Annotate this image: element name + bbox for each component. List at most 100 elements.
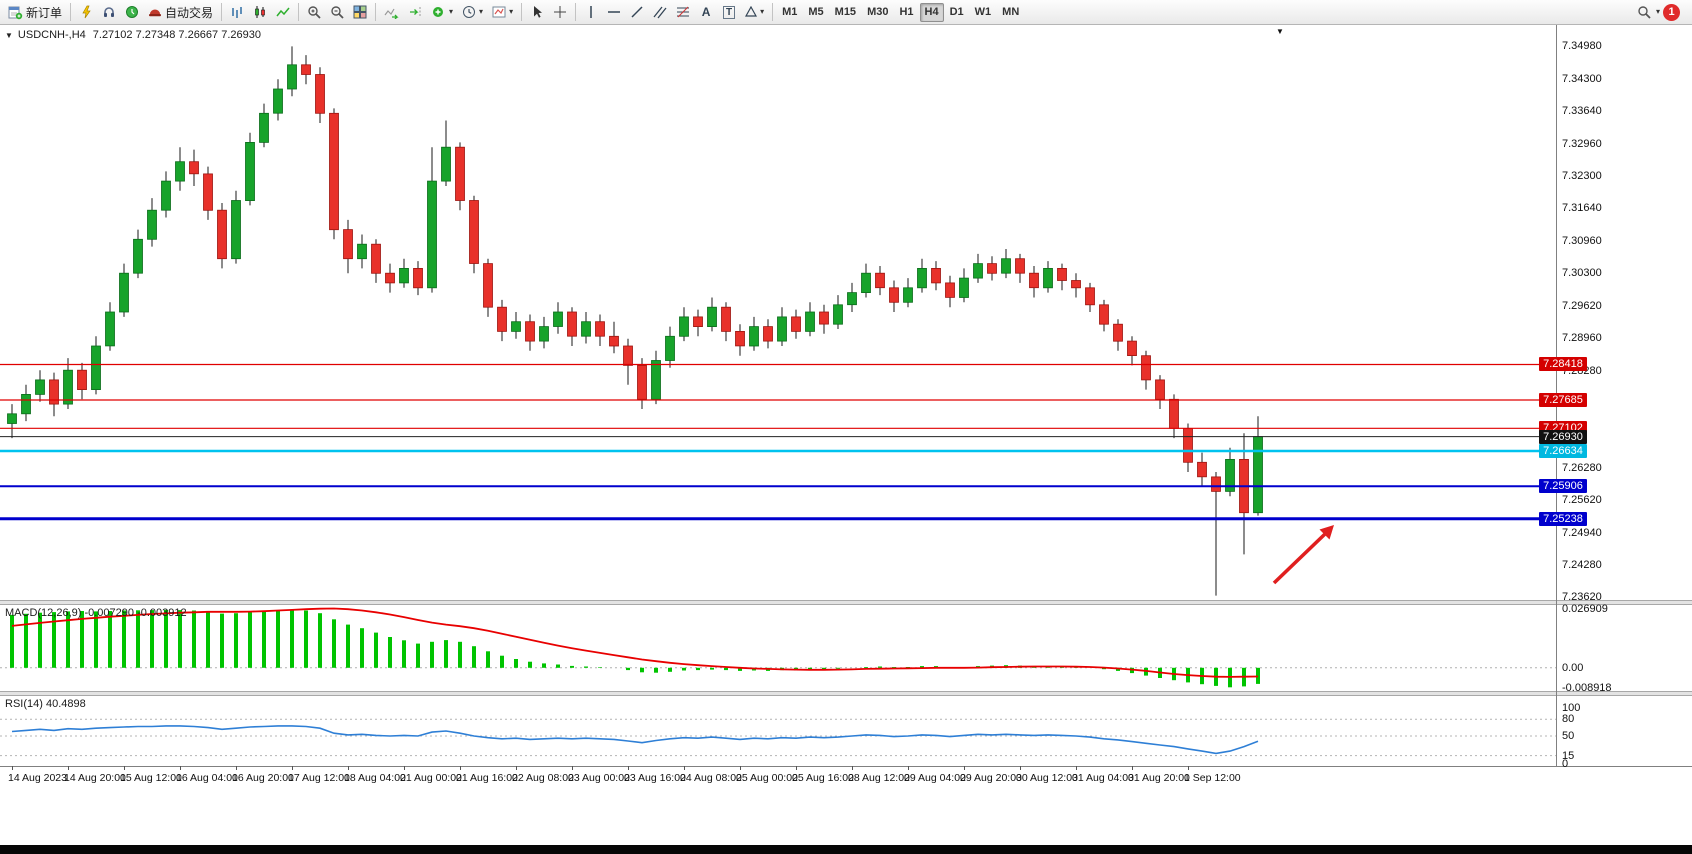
text-a-icon: A	[701, 5, 711, 19]
timeframe-button-h4[interactable]: H4	[919, 2, 944, 22]
price-axis-label: 7.24940	[1562, 527, 1602, 540]
support-button[interactable]	[98, 2, 120, 23]
line-chart-button[interactable]	[272, 2, 294, 23]
price-chart-pane[interactable]	[0, 26, 1556, 600]
panel-splitter[interactable]	[0, 600, 1692, 605]
trend-arrow-annotation	[1272, 525, 1334, 585]
bottom-bar	[0, 845, 1692, 854]
timeframe-button-m30[interactable]: M30	[862, 3, 893, 22]
headset-icon	[104, 7, 115, 17]
price-axis-border	[1556, 25, 1557, 792]
new-order-button[interactable]: 新订单	[4, 2, 66, 23]
chart-shift-marker-icon[interactable]: ▼	[1276, 27, 1284, 36]
time-axis[interactable]	[0, 766, 1692, 792]
arrows-tool[interactable]: ▾	[741, 2, 768, 23]
zoom-out-icon	[331, 6, 344, 19]
candlestick-icon	[255, 6, 265, 18]
zoom-in-button[interactable]	[303, 2, 325, 23]
text-label-tool[interactable]: T	[718, 2, 740, 23]
text-label-icon: T	[723, 5, 736, 19]
timeframe-button-m15[interactable]: M15	[830, 3, 861, 22]
timeframe-button-d1[interactable]: D1	[945, 3, 969, 22]
crosshair-button[interactable]	[549, 2, 571, 23]
lightning-icon	[81, 5, 91, 19]
chart-shift-button[interactable]	[404, 2, 427, 23]
template-chart-icon	[492, 6, 506, 18]
price-axis-label: 7.30300	[1562, 267, 1602, 280]
price-axis-label: 7.28280	[1562, 365, 1602, 378]
macd-axis-label: 0.00	[1562, 661, 1584, 674]
chart-area: ▼ USDCNH-,H4 7.27102 7.27348 7.26667 7.269…	[0, 25, 1692, 854]
price-axis-label: 7.34980	[1562, 40, 1602, 53]
candlestick-chart-button[interactable]	[249, 2, 271, 23]
price-axis-label: 7.28960	[1562, 332, 1602, 345]
zoom-in-icon	[308, 6, 321, 19]
toolbar-separator	[521, 3, 523, 21]
search-button[interactable]	[1633, 2, 1655, 23]
notification-badge[interactable]: 1	[1663, 3, 1680, 21]
price-axis-label: 7.32300	[1562, 170, 1602, 183]
price-axis-label: 7.30960	[1562, 235, 1602, 248]
search-icon	[1638, 6, 1651, 19]
timeframe-button-w1[interactable]: W1	[970, 3, 997, 22]
timeframe-group: M1 M5 M15 M30 H1 H4 D1 W1 MN	[777, 2, 1024, 22]
timeframe-button-m1[interactable]: M1	[777, 3, 802, 22]
autotrading-button[interactable]: 自动交易	[144, 2, 217, 23]
price-axis-label: 7.26280	[1562, 462, 1602, 475]
horizontal-line-icon	[608, 11, 621, 13]
channel-tool[interactable]	[649, 2, 671, 23]
rsi-axis-label: 80	[1562, 713, 1575, 726]
green-clock-icon	[126, 6, 139, 18]
trendline-icon	[631, 6, 643, 18]
rsi-label: RSI(14) 40.4898	[5, 698, 86, 710]
periods-button[interactable]: ▾	[458, 2, 487, 23]
horizontal-line-tool[interactable]	[603, 2, 625, 23]
fibonacci-tool[interactable]	[672, 2, 694, 23]
toolbar-separator	[772, 3, 774, 21]
toolbar-separator	[575, 3, 577, 21]
price-axis-label: 7.25620	[1562, 494, 1602, 507]
price-axis-label: 7.34300	[1562, 73, 1602, 86]
price-axis-label: 7.33640	[1562, 105, 1602, 118]
macd-pane[interactable]	[0, 605, 1556, 691]
trendline-tool[interactable]	[626, 2, 648, 23]
chevron-down-icon: ▾	[509, 7, 514, 16]
line-chart-icon	[276, 7, 290, 17]
indicators-button[interactable]: ▾	[428, 2, 457, 23]
one-click-trading-arrow-icon[interactable]: ▼	[5, 31, 13, 40]
timeframe-button-h1[interactable]: H1	[894, 3, 918, 22]
tile-windows-button[interactable]	[349, 2, 371, 23]
templates-button[interactable]: ▾	[488, 2, 517, 23]
vertical-line-tool[interactable]	[580, 2, 602, 23]
chart-symbol-period: USDCNH-,H4	[17, 29, 86, 41]
panel-splitter[interactable]	[0, 691, 1692, 696]
fibonacci-icon	[677, 6, 690, 18]
main-toolbar: 新订单 自动交易	[0, 0, 1692, 25]
auto-scroll-button[interactable]	[380, 2, 403, 23]
cursor-button[interactable]	[526, 2, 548, 23]
price-axis-label: 7.31640	[1562, 202, 1602, 215]
metaeditor-button[interactable]	[75, 2, 97, 23]
market-button[interactable]	[121, 2, 143, 23]
cursor-icon	[534, 6, 543, 18]
toolbar-separator	[375, 3, 377, 21]
chevron-down-icon: ▾	[449, 7, 454, 16]
autotrading-label: 自动交易	[165, 5, 214, 20]
toolbar-separator	[298, 3, 300, 21]
notifications-chevron-icon[interactable]: ▾	[1655, 7, 1660, 16]
autotrading-icon	[149, 9, 162, 17]
zoom-out-button[interactable]	[326, 2, 348, 23]
shapes-icon	[745, 6, 758, 17]
timeframe-button-m5[interactable]: M5	[803, 3, 828, 22]
timeframe-button-mn[interactable]: MN	[997, 3, 1024, 22]
bar-chart-button[interactable]	[226, 2, 248, 23]
tile-windows-icon	[353, 5, 367, 19]
rsi-pane[interactable]	[0, 696, 1556, 766]
bar-chart-icon	[232, 7, 242, 18]
chart-shift-icon	[410, 7, 421, 17]
rsi-axis-label: 50	[1562, 730, 1575, 742]
auto-scroll-icon	[384, 8, 399, 19]
crosshair-icon	[554, 6, 567, 18]
text-tool[interactable]: A	[695, 2, 717, 23]
